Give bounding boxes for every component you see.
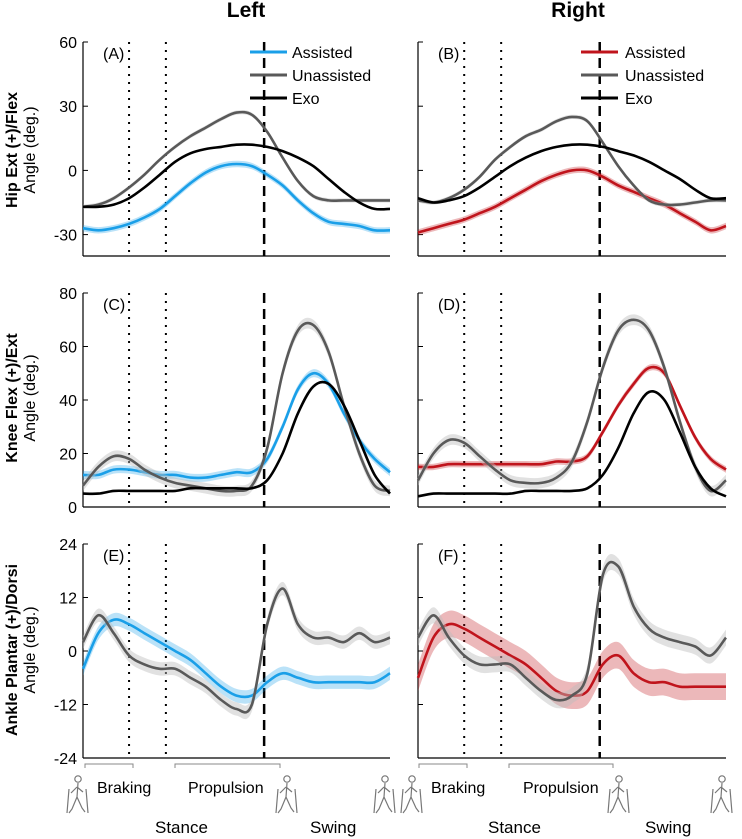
y-tick-label: -12 xyxy=(54,698,77,715)
swing-label-left: Swing xyxy=(310,818,356,837)
y-tick-label: 24 xyxy=(59,537,77,554)
assisted-line-c xyxy=(82,371,391,480)
legend-left: Assisted Unassisted Exo xyxy=(250,45,371,108)
y-tick-label: -24 xyxy=(54,751,77,768)
unassisted-line-d xyxy=(416,318,727,493)
y-tick-label: 30 xyxy=(59,99,77,116)
exo-line-d xyxy=(417,390,727,498)
row-title-knee: Knee Flex (+)/Ext Angle (deg.) xyxy=(4,333,39,463)
unassisted-line-c xyxy=(81,321,391,493)
phase-annotations-left: Braking Propulsion Stance Swing xyxy=(84,763,356,837)
row-title-knee-main: Knee Flex (+)/Ext xyxy=(4,333,21,463)
y-tick-label: 60 xyxy=(59,35,77,52)
panel-f: (F) xyxy=(416,543,728,759)
walker-icon xyxy=(275,775,298,814)
walker-icon xyxy=(373,775,396,814)
row-title-hip-main: Hip Ext (+)/Flex xyxy=(4,92,21,208)
propulsion-label-left: Propulsion xyxy=(188,780,264,797)
y-tick-label: 40 xyxy=(59,393,77,410)
panel-a: -30 0 30 60 (A) xyxy=(54,35,391,257)
assisted-band-b xyxy=(418,166,726,236)
panel-label-f: (F) xyxy=(438,548,458,565)
phase-annotations-right: Braking Propulsion Stance Swing xyxy=(418,763,691,837)
panel-label-e: (E) xyxy=(103,548,124,565)
row-title-ankle-main: Ankle Plantar (+)/Dorsi xyxy=(4,564,21,736)
y-tick-label: 12 xyxy=(59,591,77,608)
unassisted-line-e xyxy=(81,587,391,714)
legend-right-unassisted-label: Unassisted xyxy=(625,68,704,85)
walker-icon xyxy=(66,775,89,814)
stance-label-right: Stance xyxy=(488,818,541,837)
assisted-line-b xyxy=(417,168,727,234)
unassisted-line-f xyxy=(416,560,728,702)
swing-label-right: Swing xyxy=(645,818,691,837)
row-title-ankle: Ankle Plantar (+)/Dorsi Angle (deg.) xyxy=(4,564,39,736)
panel-c: 0 20 40 60 80 (C) xyxy=(59,286,391,517)
unassisted-band-f xyxy=(418,554,726,709)
panel-d: (D) xyxy=(416,292,727,508)
panels: -30 0 30 60 (A) (B) 0 20 40 60 80 (C) (D) -24 -12 0 12 24… xyxy=(54,35,728,768)
assisted-band-a xyxy=(83,160,390,234)
braking-bracket-right xyxy=(418,763,468,768)
column-title-right: Right xyxy=(551,0,605,22)
assisted-line-a xyxy=(82,162,391,232)
row-title-hip-sub: Angle (deg.) xyxy=(22,106,39,193)
walker-figures xyxy=(66,775,733,814)
braking-label-right: Braking xyxy=(431,780,485,797)
walker-icon xyxy=(710,775,733,814)
panel-label-d: (D) xyxy=(438,297,460,314)
y-tick-label: 80 xyxy=(59,286,77,303)
propulsion-label-right: Propulsion xyxy=(523,780,599,797)
legend-right-assisted-label: Assisted xyxy=(625,45,685,62)
legend-right: Assisted Unassisted Exo xyxy=(581,45,704,108)
panel-e: -24 -12 0 12 24 (E) xyxy=(54,537,391,768)
y-tick-label: 0 xyxy=(68,644,77,661)
y-tick-label: 20 xyxy=(59,447,77,464)
unassisted-line-a xyxy=(82,110,390,209)
panel-label-b: (B) xyxy=(438,46,459,63)
panel-label-a: (A) xyxy=(103,46,124,63)
row-title-knee-sub: Angle (deg.) xyxy=(22,354,39,441)
walker-icon xyxy=(400,775,423,814)
walker-icon xyxy=(607,775,630,814)
unassisted-band-b xyxy=(418,114,726,208)
row-title-hip: Hip Ext (+)/Flex Angle (deg.) xyxy=(4,92,39,208)
assisted-line-e xyxy=(81,618,391,699)
y-tick-label: 0 xyxy=(68,163,77,180)
exo-line-b xyxy=(417,143,727,204)
panel-b: (B) xyxy=(417,41,727,257)
y-tick-label: -30 xyxy=(54,228,77,245)
assisted-band-c xyxy=(83,369,390,482)
exo-line-a xyxy=(82,143,391,211)
braking-bracket-left xyxy=(84,763,134,768)
column-title-left: Left xyxy=(227,0,266,22)
exo-line-c xyxy=(82,380,391,496)
braking-label-left: Braking xyxy=(97,780,151,797)
assisted-band-d xyxy=(418,363,726,473)
assisted-band-f xyxy=(418,610,726,710)
panel-label-c: (C) xyxy=(103,297,125,314)
y-tick-label: 0 xyxy=(68,500,77,517)
legend-left-assisted-label: Assisted xyxy=(292,45,352,62)
propulsion-bracket-left xyxy=(174,763,281,768)
unassisted-line-b xyxy=(417,115,727,207)
legend-right-exo-label: Exo xyxy=(625,91,653,108)
legend-left-unassisted-label: Unassisted xyxy=(292,68,371,85)
propulsion-bracket-right xyxy=(508,763,614,768)
legend-left-exo-label: Exo xyxy=(292,91,320,108)
y-tick-label: 60 xyxy=(59,340,77,357)
stance-label-left: Stance xyxy=(155,818,208,837)
row-title-ankle-sub: Angle (deg.) xyxy=(22,606,39,693)
